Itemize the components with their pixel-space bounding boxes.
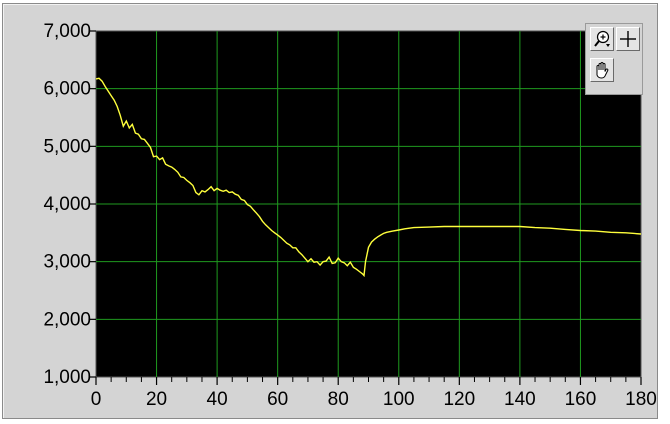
grid-lines bbox=[96, 31, 641, 377]
y-tick-label: 5,000 bbox=[43, 136, 91, 157]
x-axis-labels: 0 20 40 60 80 100 120 140 160 180 bbox=[91, 389, 657, 410]
y-axis-ticks bbox=[89, 30, 96, 378]
x-tick-label: 80 bbox=[328, 389, 349, 410]
y-tick-label: 2,000 bbox=[43, 309, 91, 330]
y-tick-label: 7,000 bbox=[43, 21, 91, 42]
crosshair-icon bbox=[620, 31, 636, 47]
x-tick-label: 0 bbox=[91, 389, 102, 410]
pan-tool-button[interactable] bbox=[590, 58, 614, 82]
y-tick-label: 6,000 bbox=[43, 79, 91, 100]
x-tick-label: 100 bbox=[383, 389, 415, 410]
y-tick-label: 4,000 bbox=[43, 194, 91, 215]
x-tick-label: 180 bbox=[625, 389, 657, 410]
zoom-icon bbox=[594, 30, 610, 47]
y-tick-label: 3,000 bbox=[43, 252, 91, 273]
y-tick-label: 1,000 bbox=[43, 367, 91, 388]
x-tick-label: 40 bbox=[207, 389, 228, 410]
y-axis-labels: 1,000 2,000 3,000 4,000 5,000 6,000 7,000 bbox=[43, 21, 91, 388]
zoom-tool-button[interactable] bbox=[590, 27, 614, 51]
x-tick-label: 120 bbox=[443, 389, 475, 410]
x-tick-label: 60 bbox=[267, 389, 288, 410]
x-tick-label: 140 bbox=[504, 389, 536, 410]
x-tick-label: 20 bbox=[146, 389, 167, 410]
hand-icon bbox=[596, 62, 609, 79]
x-tick-label: 160 bbox=[565, 389, 597, 410]
graph-palette bbox=[585, 23, 643, 95]
x-axis-ticks bbox=[95, 377, 642, 385]
cursor-tool-button[interactable] bbox=[616, 27, 640, 51]
series-line bbox=[95, 77, 642, 278]
